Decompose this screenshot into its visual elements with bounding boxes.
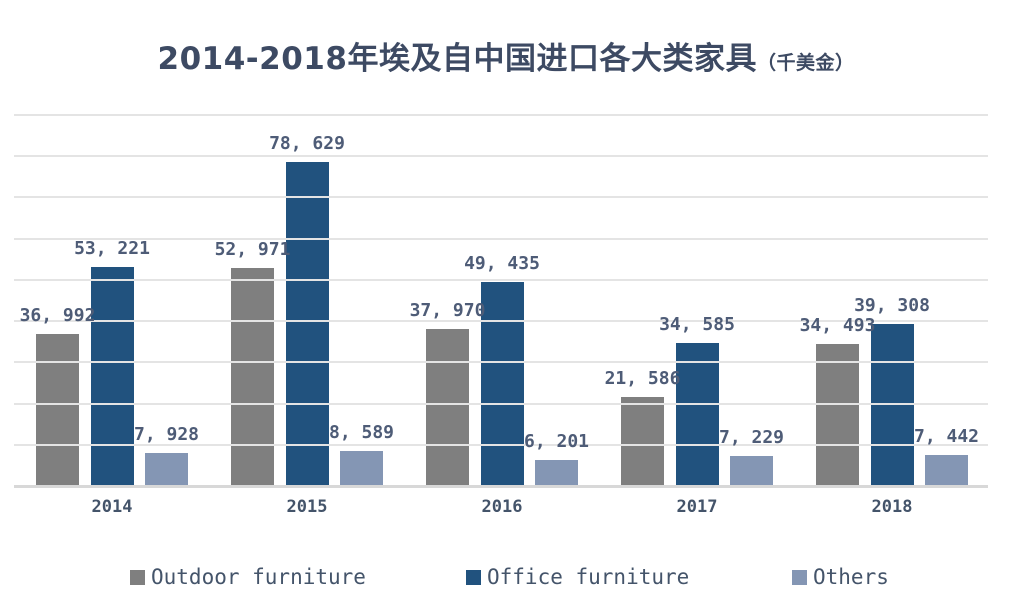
- bar-office-furniture-2017: [675, 343, 719, 486]
- legend-label: Others: [813, 565, 889, 589]
- gridline: [14, 114, 988, 116]
- data-label: 53, 221: [74, 237, 150, 259]
- data-label: 37, 970: [409, 300, 486, 322]
- gridline: [14, 278, 988, 281]
- bar-others-2018: [925, 455, 968, 486]
- data-label: 36, 992: [19, 304, 96, 326]
- data-label: 7, 928: [133, 424, 200, 446]
- bar-office-furniture-2015: [285, 161, 329, 486]
- legend-item-others: Others: [792, 563, 889, 591]
- legend-swatch-icon: [792, 569, 807, 585]
- data-label: 34, 493: [799, 314, 876, 336]
- bar-others-2017: [730, 456, 773, 486]
- data-label: 49, 435: [464, 253, 540, 275]
- data-label: 6, 201: [523, 431, 590, 453]
- legend-swatch-icon: [130, 569, 145, 585]
- data-label: 78, 629: [269, 132, 345, 154]
- x-axis-label-2014: 2014: [91, 497, 133, 517]
- chart-title-unit: （千美金）: [756, 52, 855, 74]
- legend-label: Outdoor furniture: [151, 565, 366, 589]
- data-label: 21, 586: [604, 368, 681, 390]
- bar-office-furniture-2016: [480, 282, 524, 486]
- gridline: [14, 361, 988, 364]
- bar-others-2016: [535, 460, 578, 486]
- x-axis-label-2015: 2015: [286, 497, 328, 517]
- gridline: [14, 320, 988, 323]
- legend-swatch-icon: [466, 569, 481, 585]
- x-axis-line: [14, 485, 988, 488]
- gridline: [14, 155, 988, 158]
- legend-item-outdoor-furniture: Outdoor furniture: [130, 563, 366, 591]
- bar-outdoor-furniture-2015: [231, 267, 274, 486]
- bar-outdoor-furniture-2017: [621, 397, 664, 486]
- gridline: [14, 443, 988, 446]
- data-label: 34, 585: [659, 314, 735, 336]
- x-axis-label-2016: 2016: [481, 497, 523, 517]
- x-axis-label-2017: 2017: [676, 497, 718, 517]
- legend-item-office-furniture: Office furniture: [466, 563, 689, 591]
- gridline: [14, 402, 988, 405]
- data-label: 7, 442: [913, 426, 980, 448]
- legend-label: Office furniture: [487, 565, 690, 589]
- data-label: 52, 971: [214, 238, 291, 260]
- bar-outdoor-furniture-2018: [816, 343, 859, 486]
- data-label: 7, 229: [718, 427, 785, 449]
- data-label: 8, 589: [328, 421, 395, 443]
- bar-outdoor-furniture-2016: [426, 329, 469, 486]
- x-axis-label-2018: 2018: [871, 497, 913, 517]
- gridline: [14, 196, 988, 199]
- chart-title-text: 2014-2018年埃及自中国进口各大类家具: [157, 41, 757, 77]
- data-label: 39, 308: [854, 294, 930, 316]
- bar-office-furniture-2018: [870, 323, 914, 486]
- chart-legend: Outdoor furniture Office furniture Others: [0, 563, 1012, 595]
- bar-others-2015: [340, 450, 383, 486]
- chart-title: 2014-2018年埃及自中国进口各大类家具（千美金）: [0, 33, 1012, 78]
- bar-outdoor-furniture-2014: [36, 333, 79, 486]
- bar-others-2014: [145, 453, 188, 486]
- bar-office-furniture-2014: [90, 266, 134, 486]
- gridline: [14, 237, 988, 240]
